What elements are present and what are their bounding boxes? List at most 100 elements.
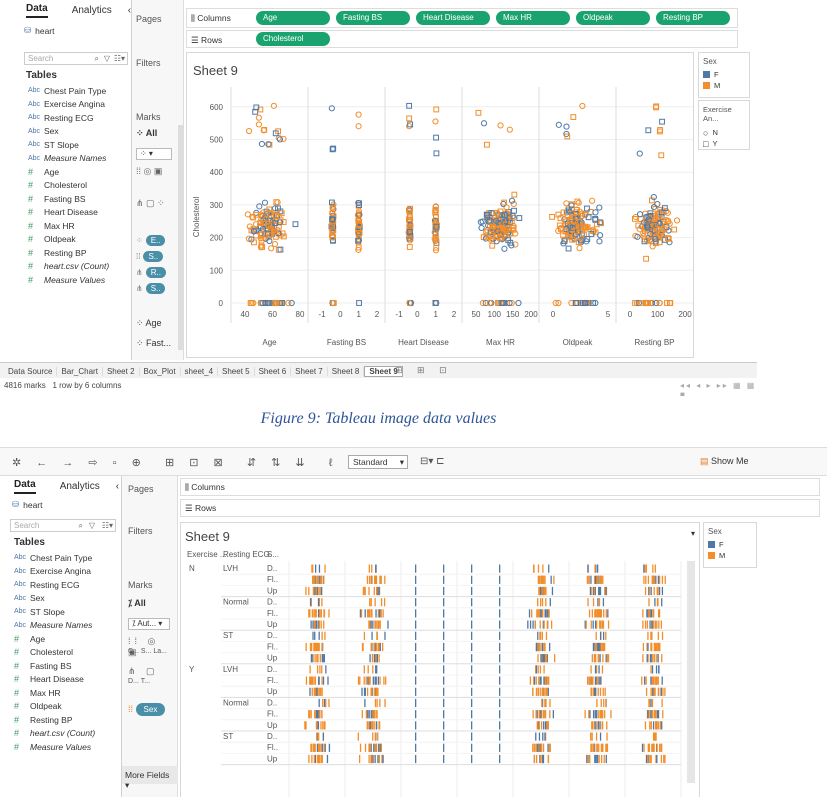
pill-cholesterol[interactable]: Cholesterol [256, 32, 330, 46]
field-resting-bp[interactable]: # Resting BP [14, 714, 73, 725]
search-icon[interactable]: ⌕ [94, 54, 99, 63]
marks-sex-pill[interactable]: ⁞⁞ Sex [128, 703, 166, 716]
field-chest-pain-type[interactable]: Abc Chest Pain Type [28, 85, 107, 96]
marks-pill[interactable]: S.. [145, 282, 166, 294]
detail-tooltip-icon[interactable]: ⋔ ▢ [128, 666, 159, 676]
field-age[interactable]: # Age [28, 166, 60, 177]
fit-select[interactable]: Standard ▾ [348, 455, 408, 469]
field-resting-ecg[interactable]: Abc Resting ECG [28, 112, 94, 123]
search-icon-2[interactable]: ⌕ [78, 521, 83, 530]
sheet-tab[interactable]: Sheet 9 [364, 366, 403, 377]
marks-pill-row[interactable]: ⁞⁞ S.. [136, 248, 166, 264]
marks-all[interactable]: ⁘ All [136, 128, 158, 138]
field-heart-csv-count-[interactable]: # heart.csv (Count) [28, 261, 110, 272]
sheet-tab[interactable]: Sheet 2 [103, 367, 140, 376]
filter-icon-2[interactable]: ▽ [88, 521, 95, 530]
field-sex[interactable]: Abc Sex [14, 593, 45, 604]
data-tab[interactable]: Data [26, 3, 48, 18]
field-measure-values[interactable]: # Measure Values [14, 741, 92, 752]
pill-heart-disease[interactable]: Heart Disease [416, 11, 490, 25]
mark-type-select[interactable]: ⁘ ▾ [136, 148, 172, 160]
field-exercise-angina[interactable]: Abc Exercise Angina [14, 566, 91, 577]
marks-pill[interactable]: R.. [145, 266, 166, 278]
show-me-button[interactable]: ▤ Show Me [700, 456, 749, 466]
field-fasting-bs[interactable]: # Fasting BS [14, 660, 72, 671]
sheet-tab[interactable]: Sheet 7 [291, 367, 328, 376]
sheet-tab[interactable]: Sheet 5 [218, 367, 255, 376]
sheet-tab[interactable]: Bar_Chart [57, 367, 103, 376]
sheet-tab[interactable]: Sheet 6 [255, 367, 292, 376]
mark-buttons-icon[interactable]: ⁞⁞ ◎ ▣ [128, 636, 160, 657]
analytics-tab[interactable]: Analytics [71, 4, 112, 16]
field-heart-disease[interactable]: # Heart Disease [14, 674, 84, 685]
marks-pill-row[interactable]: ⁘ E.. [136, 232, 166, 248]
field-cholesterol[interactable]: # Cholesterol [14, 647, 73, 658]
marks-field-age[interactable]: ⁘ Age [136, 318, 162, 328]
field-resting-bp[interactable]: # Resting BP [28, 247, 87, 258]
analytics-tab-2[interactable]: Analytics [59, 480, 100, 492]
marks-pill-row[interactable]: ⋔ R.. [136, 264, 166, 280]
marks-scrollbar[interactable] [178, 125, 183, 350]
sheet-tab[interactable]: Data Source [4, 367, 58, 376]
color-icon[interactable]: ⁞⁞ ◎ ▣ [136, 166, 163, 176]
legend-f[interactable]: F [703, 69, 745, 80]
field-max-hr[interactable]: # Max HR [28, 220, 75, 231]
mark-type-select-2[interactable]: ⁒ Aut... ▾ [128, 618, 170, 630]
marks-pill[interactable]: S.. [143, 250, 164, 262]
field-exercise-angina[interactable]: Abc Exercise Angina [28, 99, 105, 110]
detail-icon[interactable]: ⋔ ▢ ⁘ [136, 198, 165, 208]
field-oldpeak[interactable]: # Oldpeak [14, 701, 62, 712]
search-input-2[interactable]: Search ⌕ ▽ ☷▾ [10, 519, 116, 532]
field-chest-pain-type[interactable]: Abc Chest Pain Type [14, 552, 93, 563]
legend-m-2[interactable]: M [708, 550, 752, 561]
pill-resting-bp[interactable]: Resting BP [656, 11, 730, 25]
sheet-tab[interactable]: sheet_4 [181, 367, 219, 376]
pill-oldpeak[interactable]: Oldpeak [576, 11, 650, 25]
rows-shelf-2[interactable]: ☰ Rows [180, 499, 820, 517]
search-input[interactable]: Search ⌕ ▽ ☷▾ [24, 52, 128, 65]
nav-icons[interactable]: ◂◂ ◂ ▸ ▸▸ ▦ ▦ ■ [680, 381, 757, 396]
datasource[interactable]: ⛁ heart [24, 25, 55, 36]
field-cholesterol[interactable]: # Cholesterol [28, 180, 87, 191]
legend-m[interactable]: M [703, 80, 745, 91]
filter-icon[interactable]: ▽ [103, 54, 110, 63]
field-age[interactable]: # Age [14, 633, 46, 644]
view-icon[interactable]: ☷▾ [113, 54, 125, 63]
collapse-icon[interactable]: ‹ [127, 4, 132, 16]
sheet-tab[interactable]: Sheet 8 [328, 367, 365, 376]
legend-f-2[interactable]: F [708, 539, 752, 550]
marks-all-2[interactable]: ⁒ All [128, 598, 146, 608]
title-dropdown-icon[interactable]: ▾ [690, 529, 695, 538]
sheet-tab[interactable]: Box_Plot [140, 367, 181, 376]
field-oldpeak[interactable]: # Oldpeak [28, 234, 76, 245]
pill-max-hr[interactable]: Max HR [496, 11, 570, 25]
field-st-slope[interactable]: Abc ST Slope [14, 606, 65, 617]
marks-pill-row[interactable]: ⋔ S.. [136, 280, 166, 296]
view-scrollbar[interactable] [687, 561, 695, 783]
field-st-slope[interactable]: Abc ST Slope [28, 139, 79, 150]
field-fasting-bs[interactable]: # Fasting BS [28, 193, 86, 204]
field-measure-names[interactable]: Abc Measure Names [28, 153, 107, 164]
columns-shelf-2[interactable]: ⫼ Columns [180, 478, 820, 496]
marks-field-fast[interactable]: ⁘ Fast... [136, 338, 172, 348]
field-heart-disease[interactable]: # Heart Disease [28, 207, 98, 218]
field-sex[interactable]: Abc Sex [28, 126, 59, 137]
field-resting-ecg[interactable]: Abc Resting ECG [14, 579, 80, 590]
presentation-icon[interactable]: ⊟▾ ⊏ [420, 456, 445, 467]
field-measure-names[interactable]: Abc Measure Names [14, 620, 93, 631]
field-heart-csv-count-[interactable]: # heart.csv (Count) [14, 728, 96, 739]
datasource-2[interactable]: ⛁ heart [12, 499, 43, 510]
legend-n[interactable]: ○ N [703, 127, 718, 138]
collapse-icon-2[interactable]: ‹ [115, 480, 120, 492]
field-max-hr[interactable]: # Max HR [14, 687, 61, 698]
legend-y[interactable]: □ Y [703, 138, 718, 149]
data-tab-2[interactable]: Data [14, 479, 36, 494]
view-icon-2[interactable]: ☷▾ [101, 521, 113, 530]
toolbar-icons[interactable]: ✲ ← → ⇨ ▫ ⊕ ⊞ ⊡ ⊠ ⇵ ⇅ ⇊ ℓ ∥ ▢ ⚲ [12, 457, 408, 469]
new-sheet-icon[interactable]: ⊞ ⊞ ⊡ [395, 365, 453, 375]
marks-pill[interactable]: E.. [145, 234, 166, 246]
more-fields-button[interactable]: More Fields ▾ [122, 766, 178, 790]
pill-age[interactable]: Age [256, 11, 330, 25]
